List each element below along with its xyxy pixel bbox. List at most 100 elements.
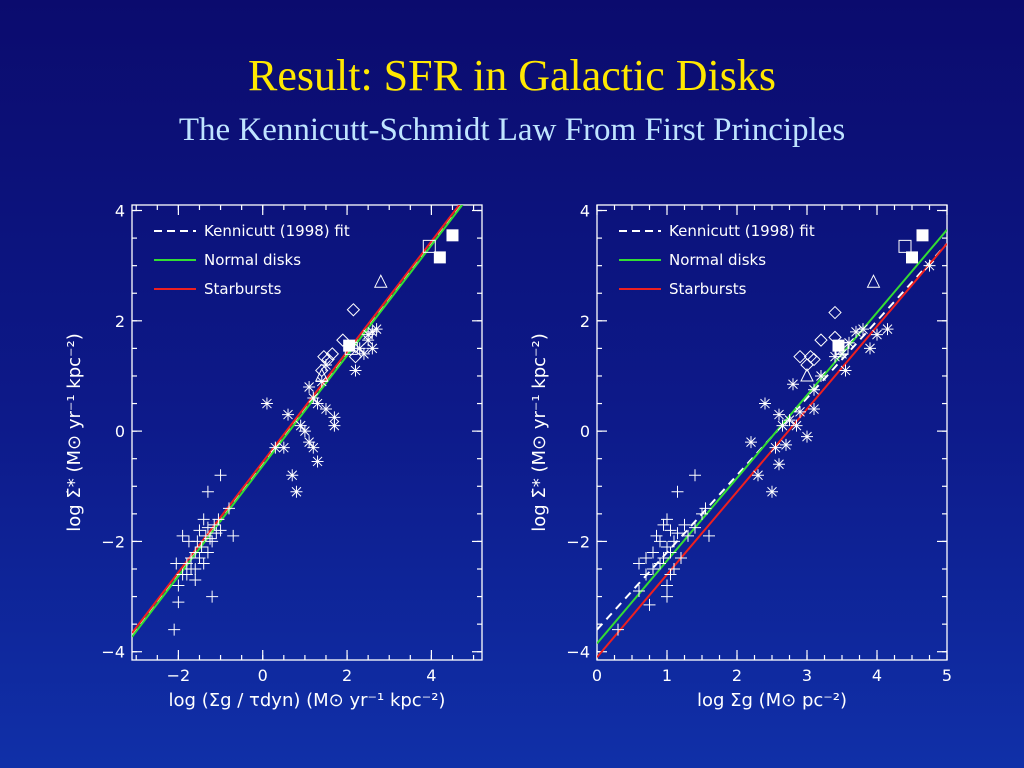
point-star	[328, 411, 341, 424]
data-points	[612, 229, 936, 636]
point-plus	[664, 546, 677, 559]
point-plus	[633, 557, 645, 570]
point-plus	[699, 502, 712, 515]
point-diamond	[828, 305, 842, 320]
point-plus	[201, 546, 214, 559]
point-plus	[612, 623, 624, 636]
x-tick-label: 2	[732, 666, 742, 685]
point-plus	[168, 623, 181, 636]
y-tick-label: 2	[115, 312, 125, 331]
point-star	[366, 325, 379, 338]
point-star	[298, 425, 311, 438]
point-plus	[640, 568, 652, 581]
point-plus	[671, 527, 684, 540]
point-diamond	[807, 352, 821, 367]
point-plus	[678, 518, 691, 531]
point-triangle	[314, 367, 329, 382]
point-star	[311, 455, 324, 468]
fit-line-starbursts	[597, 242, 947, 658]
point-plus	[657, 551, 670, 564]
point-star	[780, 438, 792, 451]
point-plus	[647, 546, 659, 559]
point-star	[790, 419, 803, 432]
point-star	[773, 458, 785, 471]
point-filled-square	[446, 229, 459, 242]
x-tick-label: 3	[802, 666, 812, 685]
slide-title: Result: SFR in Galactic Disks	[248, 51, 776, 100]
legend-label: Starbursts	[669, 280, 747, 298]
legend: Kennicutt (1998) fit Normal disks Starburs…	[619, 222, 815, 298]
point-star	[773, 408, 785, 421]
point-star	[353, 342, 366, 355]
data-points	[168, 229, 459, 636]
point-star	[366, 342, 379, 355]
chart-1: −2 0 2 4 −4 −2 0 2 4 log (Σg / τdyn) (M⊙ yr⁻¹ kpc…	[64, 202, 483, 711]
legend-label: Starbursts	[204, 280, 282, 298]
fit-line-kennicutt-1998-fit	[597, 242, 947, 631]
point-star	[783, 414, 796, 427]
point-plus	[189, 563, 202, 575]
point-diamond	[803, 349, 818, 364]
point-star	[269, 441, 282, 454]
x-tick-label: 1	[662, 666, 672, 685]
point-star	[808, 403, 820, 416]
chart-2: 0 1 2 3 4 5 −4 −2 0 2 4 log Σg (M⊙ pc⁻²) log Σ̇* (M⊙…	[529, 202, 952, 711]
point-plus	[650, 529, 663, 542]
point-plus	[657, 518, 670, 531]
point-star	[307, 392, 320, 405]
legend: Kennicutt (1998) fit Normal disks Starburs…	[154, 222, 350, 298]
point-filled-square	[343, 339, 356, 352]
point-diamond	[321, 352, 335, 367]
point-star	[808, 383, 820, 396]
x-tick-label: 2	[342, 666, 352, 685]
x-tick-label: −2	[167, 666, 191, 685]
point-plus	[201, 485, 214, 498]
point-open-square	[422, 239, 436, 253]
point-plus	[664, 524, 677, 537]
point-plus	[664, 568, 677, 581]
point-plus	[647, 563, 659, 575]
point-plus	[182, 535, 195, 548]
point-star	[850, 325, 862, 338]
point-plus	[204, 532, 217, 545]
y-axis-label: log Σ̇* (M⊙ yr⁻¹ kpc⁻²)	[529, 333, 550, 532]
point-triangle	[373, 274, 388, 288]
point-star	[294, 419, 307, 432]
point-star	[277, 441, 290, 454]
y-tick-label: 4	[115, 202, 125, 221]
point-plus	[193, 524, 206, 537]
legend-label: Normal disks	[669, 251, 766, 269]
point-star	[759, 397, 771, 410]
x-tick-label: 4	[426, 666, 436, 685]
fit-line-kennicutt-1998-fit	[132, 205, 463, 636]
point-plus	[671, 485, 684, 498]
point-plus	[633, 585, 645, 598]
point-plus	[668, 563, 680, 575]
point-plus	[172, 596, 185, 609]
x-axis-label: log Σg (M⊙ pc⁻²)	[697, 690, 847, 711]
point-plus	[227, 529, 240, 542]
x-tick-label: 0	[592, 666, 602, 685]
y-tick-label: −4	[101, 643, 125, 662]
point-diamond	[317, 349, 331, 364]
plot-frame	[131, 204, 483, 661]
point-plus	[222, 502, 235, 515]
point-plus	[214, 524, 227, 537]
point-star	[745, 436, 757, 449]
point-plus	[189, 574, 202, 587]
point-plus	[654, 557, 666, 570]
point-filled-square	[832, 339, 845, 352]
point-filled-square	[916, 229, 929, 242]
point-star	[315, 375, 328, 388]
point-star	[801, 430, 813, 443]
y-tick-label: −2	[566, 532, 590, 551]
point-star	[864, 342, 876, 355]
point-star	[303, 381, 316, 393]
slide-subtitle: The Kennicutt-Schmidt Law From First Pri…	[178, 112, 846, 148]
point-star	[776, 419, 789, 432]
point-plus	[170, 557, 183, 570]
point-plus	[640, 551, 652, 564]
point-star	[307, 441, 320, 454]
point-plus	[661, 590, 673, 603]
fit-line-normal-disks	[132, 205, 464, 638]
